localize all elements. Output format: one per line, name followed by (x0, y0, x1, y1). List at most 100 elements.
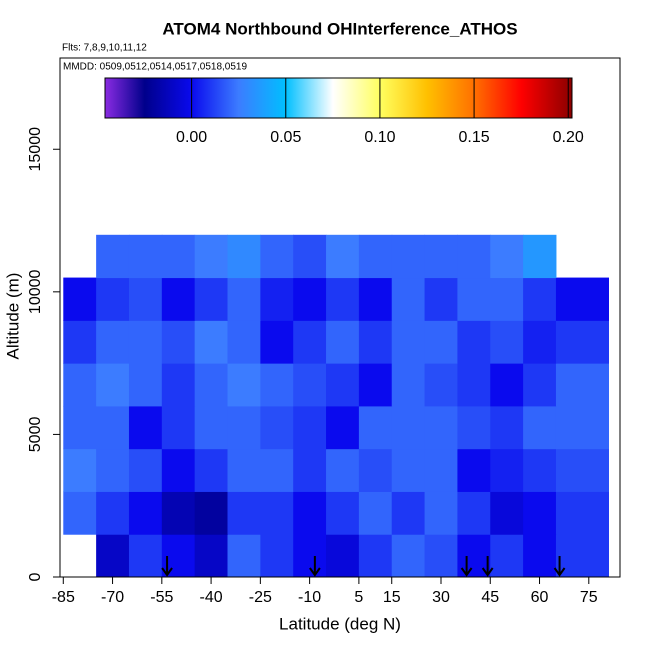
heatmap-cell (457, 448, 491, 492)
heatmap-cell (194, 534, 229, 578)
heatmap-cell (424, 448, 458, 492)
heatmap-cell (490, 491, 524, 535)
arrow-head (460, 567, 473, 577)
heatmap-cell (523, 534, 557, 578)
heatmap-cell (96, 320, 130, 364)
heatmap-cell (227, 534, 261, 578)
heatmap-cell (194, 363, 229, 407)
heatmap-cell (555, 320, 610, 364)
heatmap-cell (424, 491, 458, 535)
heatmap-cell (490, 405, 524, 450)
heatmap-cell (161, 405, 196, 450)
heatmap-cell (128, 277, 163, 321)
x-tick-label: 45 (481, 589, 499, 606)
heatmap-cell (555, 448, 610, 492)
heatmap-cell (490, 234, 524, 279)
heatmap-cell (391, 534, 426, 578)
heatmap-cell (326, 277, 360, 321)
heatmap-cell (523, 491, 557, 535)
heatmap-cell (128, 448, 163, 492)
heatmap-cell (358, 363, 393, 407)
x-tick-label: -25 (249, 589, 272, 606)
heatmap-cell (391, 448, 426, 492)
heatmap-cell (523, 405, 557, 450)
x-tick-label: 60 (531, 589, 549, 606)
heatmap-cell (358, 277, 393, 321)
heatmap-cell (128, 491, 163, 535)
heatmap-cell (96, 363, 130, 407)
heatmap-cell (293, 234, 327, 279)
x-tick-label: 75 (580, 589, 598, 606)
heatmap-cell (260, 320, 294, 364)
arrow-head (161, 567, 173, 577)
heatmap-cell (326, 405, 360, 450)
y-tick-label: 15000 (27, 127, 44, 172)
heatmap-cell (63, 363, 97, 407)
x-tick-label: -55 (150, 589, 173, 606)
y-axis-label: Altitude (m) (3, 273, 22, 360)
heatmap-cell (260, 491, 294, 535)
heatmap-cell (424, 277, 458, 321)
arrow (553, 556, 566, 577)
heatmap-cell (260, 534, 294, 578)
heatmap-cell (523, 448, 557, 492)
colorbar-tick-label: 0.15 (459, 129, 490, 146)
arrow-head (553, 567, 566, 577)
heatmap-cell (391, 363, 426, 407)
heatmap-cell (161, 234, 196, 279)
heatmap-cell (227, 405, 261, 450)
heatmap-cell (63, 320, 97, 364)
heatmap-cell (391, 277, 426, 321)
heatmap-cell (424, 234, 458, 279)
arrow (460, 556, 473, 577)
heatmap-cell (161, 277, 196, 321)
heatmap-cell (555, 405, 610, 450)
colorbar-tick-label: 0.20 (553, 129, 584, 146)
heatmap-cell (555, 277, 610, 321)
arrow (481, 556, 494, 577)
heatmap-cell (358, 448, 393, 492)
heatmap-cell (523, 320, 557, 364)
heatmap-cell (96, 534, 130, 578)
heatmap-cell (555, 363, 610, 407)
x-tick-label: 5 (354, 589, 363, 606)
heatmap-cell (260, 234, 294, 279)
heatmap-cell (128, 534, 163, 578)
heatmap-cell (358, 405, 393, 450)
heatmap-cell (128, 320, 163, 364)
heatmap-cell (326, 534, 360, 578)
heatmap-cell (63, 277, 97, 321)
heatmap-cell (490, 277, 524, 321)
heatmap-cell (555, 534, 610, 578)
arrow-head (481, 567, 494, 577)
heatmap-cell (523, 234, 557, 279)
heatmap-cell (227, 277, 261, 321)
heatmap-cell (457, 234, 491, 279)
x-tick-label: 15 (383, 589, 401, 606)
heatmap-cell (227, 448, 261, 492)
heatmap-cell (490, 320, 524, 364)
x-tick-label: -40 (200, 589, 223, 606)
heatmap-cell (194, 234, 229, 279)
heatmap-cell (63, 405, 97, 450)
colorbar (104, 77, 573, 119)
heatmap-cell (194, 277, 229, 321)
y-tick-label: 10000 (27, 269, 44, 314)
heatmap-cell (358, 234, 393, 279)
heatmap-cell (326, 363, 360, 407)
heatmap-cell (523, 363, 557, 407)
heatmap-cell (96, 277, 130, 321)
heatmap-cell (326, 320, 360, 364)
heatmap-cell (326, 234, 360, 279)
heatmap-cell (128, 234, 163, 279)
colorbar-tick-label: 0.10 (364, 129, 395, 146)
subtitle: Flts: 7,8,9,10,11,12 (62, 43, 147, 54)
heatmap-cell (424, 320, 458, 364)
heatmap-cell (227, 363, 261, 407)
heatmap-cell (490, 448, 524, 492)
heatmap-cell (293, 405, 327, 450)
heatmap-cell (227, 491, 261, 535)
arrow (161, 556, 173, 577)
plot-frame (59, 57, 621, 578)
